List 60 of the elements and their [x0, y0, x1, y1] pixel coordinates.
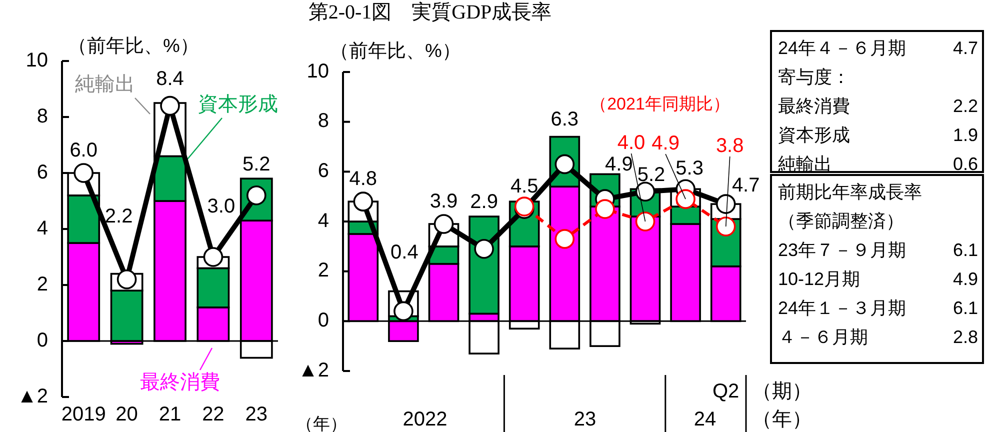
y-tick-label: ▲2 — [17, 385, 48, 408]
x-tick-label: 22 — [202, 403, 224, 426]
y-axis-title: （前年比、%） — [68, 36, 199, 58]
text: 資本形成 1.9 — [778, 124, 978, 145]
text: 資本形成 — [198, 93, 278, 116]
data-label: 4.9 — [605, 153, 633, 176]
data-label: 4.8 — [349, 168, 378, 190]
text: 24年４－６月期 4.7 — [778, 38, 978, 58]
text: 10-12月期 4.9 — [778, 268, 978, 289]
text: 寄与度： — [778, 66, 850, 87]
y-tick-label: 2 — [36, 273, 48, 296]
y-tick-label: 2 — [318, 260, 329, 282]
data-label: 5.2 — [637, 164, 666, 186]
data-label: 4.5 — [510, 175, 538, 198]
x-tick-label: 2019 — [61, 403, 106, 426]
data-label: 3.9 — [430, 190, 458, 212]
y-tick-label: 6 — [36, 161, 48, 184]
y-tick-label: 8 — [36, 105, 48, 128]
data-label: 2.2 — [104, 206, 133, 228]
data-label: 6.0 — [70, 139, 98, 162]
y-tick-label: 4 — [318, 210, 329, 232]
series-label: 最終消費 — [140, 371, 220, 394]
data-label: 5.3 — [676, 157, 704, 180]
text: 24年１－３月期 6.1 — [778, 298, 978, 318]
y-tick-label: 4 — [36, 217, 48, 240]
data-label: 0.4 — [390, 241, 418, 264]
y-axis-title: （前年比、%） — [330, 41, 461, 62]
text: 23年７－９月期 6.1 — [778, 240, 978, 260]
data-label: 3.0 — [207, 195, 236, 218]
text: 2022 — [402, 408, 448, 430]
y-tick-label: 10 — [306, 60, 329, 82]
data-label: 6.3 — [550, 108, 579, 130]
text: 24 — [694, 408, 716, 430]
x-tick-label: Q2 — [712, 380, 740, 402]
y-tick-label: 0 — [36, 329, 48, 352]
text: ４－６月期 2.8 — [778, 326, 978, 347]
series-label: 純輸出 — [75, 73, 135, 96]
data-label: 8.4 — [156, 68, 184, 90]
data-label: 4.9 — [652, 132, 680, 154]
text: 第2-0-1図 実質GDP成長率 — [308, 0, 552, 24]
x-tick-label: 20 — [116, 403, 138, 426]
x-tick-label: 23 — [245, 403, 268, 426]
y-tick-label: ▲2 — [298, 359, 329, 382]
data-label: 5.2 — [242, 154, 270, 176]
y-tick-label: 8 — [318, 110, 329, 132]
text: （2021年同期比） — [590, 94, 730, 114]
text: （年） — [752, 408, 812, 430]
text: （季節調整済） — [778, 210, 904, 231]
y-tick-label: 10 — [26, 49, 48, 72]
text: （期） — [752, 380, 812, 402]
y-tick-label: 0 — [318, 309, 329, 332]
y-tick-label: 6 — [318, 160, 329, 182]
x-axis-title: （年） — [296, 414, 347, 432]
data-label: 3.8 — [716, 134, 744, 157]
text: 最終消費 2.2 — [778, 96, 978, 116]
data-label: 4.7 — [732, 174, 760, 196]
data-label: 4.0 — [617, 132, 646, 154]
text: 前期比年率成長率 — [778, 182, 922, 202]
data-label: 2.9 — [470, 191, 498, 214]
x-tick-label: 21 — [158, 403, 182, 426]
